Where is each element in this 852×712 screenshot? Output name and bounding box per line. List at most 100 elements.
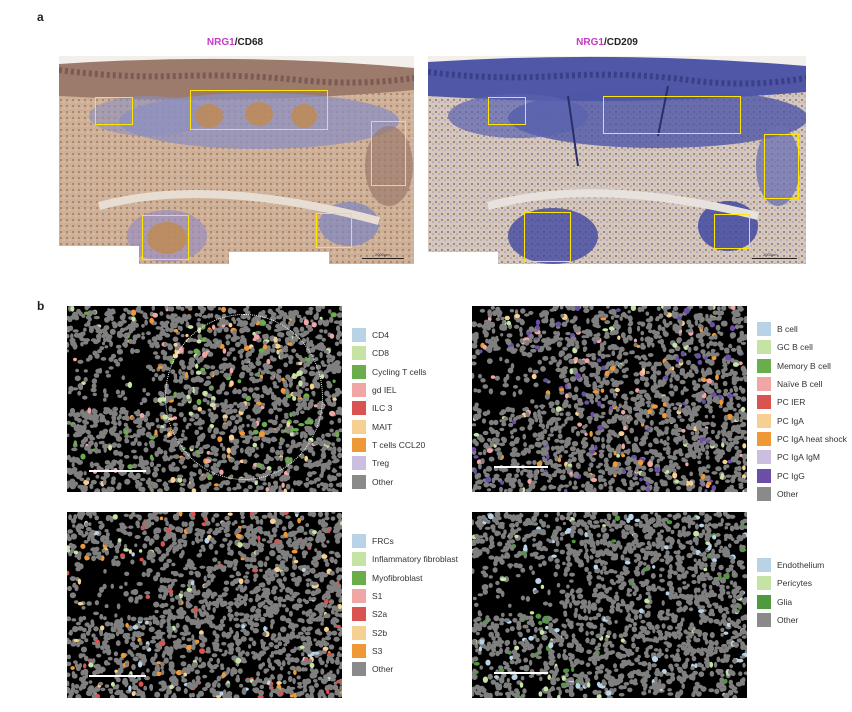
cell-mark: [136, 524, 140, 529]
cell-mark: [263, 599, 270, 603]
cell-mark: [166, 688, 172, 695]
cell-mark: [199, 642, 206, 648]
cell-mark: [526, 460, 532, 465]
cell-mark: [604, 320, 611, 325]
cell-mark: [527, 472, 534, 478]
cell-mark: [127, 531, 133, 537]
cell-mark: [728, 371, 733, 377]
cell-mark: [700, 390, 705, 395]
cell-mark: [170, 634, 177, 638]
cell-mark: [243, 601, 247, 607]
cell-mark: [672, 462, 676, 469]
cell-mark: [609, 365, 616, 371]
cell-mark: [287, 464, 293, 469]
cell-mark: [743, 461, 747, 466]
cell-mark: [532, 369, 539, 374]
cell-mark: [276, 636, 280, 641]
cell-mark: [676, 427, 683, 433]
cell-mark: [262, 647, 269, 651]
cell-mark: [611, 350, 616, 357]
cell-mark: [219, 543, 225, 548]
cell-mark: [571, 451, 578, 455]
cell-mark: [704, 328, 708, 335]
cell-mark: [68, 412, 73, 417]
cell-mark: [472, 405, 479, 412]
cell-mark: [524, 339, 530, 346]
cell-mark: [156, 424, 161, 429]
cell-mark: [645, 336, 652, 342]
cell-mark: [668, 463, 674, 468]
cell-mark: [171, 541, 178, 546]
cell-mark: [281, 647, 287, 653]
cell-mark: [130, 589, 137, 595]
cell-mark: [515, 467, 521, 473]
cell-mark: [289, 315, 296, 320]
cell-mark: [145, 594, 151, 599]
cell-mark: [729, 325, 736, 332]
cell-mark: [240, 515, 245, 520]
cell-mark: [674, 479, 680, 484]
cell-mark: [544, 313, 548, 321]
cell-mark: [154, 691, 161, 698]
cell-mark: [262, 482, 267, 486]
cell-mark: [597, 474, 604, 479]
cell-mark: [179, 326, 183, 332]
cell-mark: [69, 457, 73, 463]
cell-mark: [581, 391, 586, 397]
cell-mark: [601, 397, 607, 401]
cell-mark: [733, 439, 737, 445]
cell-mark: [190, 472, 197, 477]
cell-mark: [124, 571, 130, 576]
cell-mark: [709, 370, 713, 375]
cell-mark: [581, 365, 586, 371]
cell-mark: [228, 616, 233, 622]
cell-mark: [160, 665, 164, 670]
cell-mark: [574, 373, 581, 379]
legend-swatch: [757, 377, 771, 392]
cell-mark: [563, 377, 570, 383]
cell-mark: [628, 328, 632, 335]
cell-mark: [664, 363, 672, 370]
cell-mark: [728, 441, 735, 448]
cell-mark: [511, 447, 518, 453]
cell-mark: [301, 610, 306, 615]
cell-mark: [512, 428, 518, 433]
cell-mark: [116, 528, 122, 532]
cell-mark: [592, 390, 599, 394]
cell-mark: [486, 358, 493, 364]
cell-mark: [306, 638, 310, 645]
cell-mark: [701, 447, 706, 452]
cell-mark: [678, 406, 682, 412]
cell-mark: [100, 433, 106, 439]
cell-mark: [144, 319, 148, 326]
cell-mark: [715, 434, 720, 440]
cell-mark: [734, 445, 739, 450]
cell-mark: [77, 383, 83, 389]
cell-mark: [608, 485, 613, 491]
cell-mark: [522, 433, 527, 440]
scale-bar: [752, 258, 797, 259]
cell-mark: [519, 487, 523, 492]
scale-bar-label: 2000µm: [375, 252, 390, 257]
cell-mark: [88, 522, 92, 526]
cell-mark: [714, 352, 720, 357]
cell-mark: [662, 329, 667, 336]
cell-mark: [216, 597, 222, 603]
cell-mark: [634, 378, 640, 385]
cell-mark: [112, 406, 119, 412]
cell-mark: [336, 389, 341, 395]
cell-mark: [224, 533, 231, 538]
cell-mark: [564, 393, 569, 399]
cell-mark: [640, 331, 645, 336]
cell-mark: [657, 379, 664, 386]
cell-mark: [555, 468, 562, 474]
cell-mark: [203, 617, 210, 624]
cell-mark: [207, 313, 211, 319]
cell-mark: [569, 446, 576, 452]
cell-mark: [330, 609, 335, 615]
cell-mark: [729, 484, 734, 489]
cell-mark: [730, 426, 736, 433]
cell-mark: [270, 474, 275, 479]
cell-mark: [83, 338, 90, 342]
cell-mark: [533, 382, 539, 388]
